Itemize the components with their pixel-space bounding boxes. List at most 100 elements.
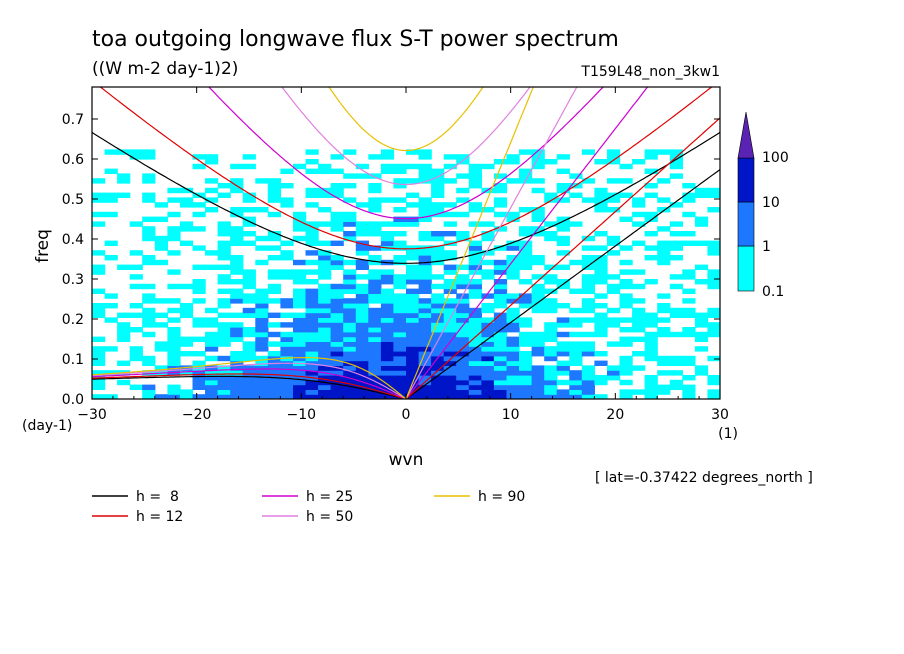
- power-cell: [355, 341, 369, 347]
- power-cell: [556, 221, 570, 227]
- power-cell: [481, 341, 495, 347]
- power-cell: [406, 322, 420, 328]
- power-cell: [242, 216, 256, 222]
- power-cell: [418, 341, 432, 347]
- power-cell: [519, 379, 533, 386]
- power-cell: [506, 216, 520, 222]
- power-cell: [581, 351, 595, 357]
- power-cell: [581, 384, 595, 390]
- power-cell: [468, 240, 482, 246]
- power-cell: [431, 336, 445, 342]
- power-cell: [343, 355, 357, 362]
- power-cell: [443, 298, 457, 304]
- power-cell: [330, 298, 344, 304]
- power-cell: [330, 327, 344, 333]
- power-cell: [393, 331, 407, 338]
- power-cell: [142, 216, 156, 222]
- power-cell: [129, 250, 143, 256]
- power-cell: [682, 384, 696, 390]
- power-cell: [368, 317, 382, 323]
- power-cell: [431, 255, 445, 261]
- power-cell: [368, 187, 382, 194]
- power-cell: [481, 250, 495, 256]
- power-cell: [406, 394, 420, 399]
- power-cell: [519, 341, 533, 347]
- power-cell: [581, 235, 595, 242]
- power-cell: [468, 168, 482, 174]
- power-cell: [179, 394, 194, 399]
- power-cell: [380, 221, 395, 227]
- power-cell: [594, 274, 608, 280]
- power-cell: [192, 317, 206, 323]
- power-cell: [406, 293, 420, 299]
- power-cell: [556, 394, 570, 399]
- power-cell: [217, 288, 231, 294]
- power-cell: [581, 379, 595, 386]
- power-cell: [205, 394, 219, 399]
- power-cell: [431, 293, 445, 299]
- power-cell: [393, 283, 407, 290]
- power-cell: [355, 336, 369, 342]
- power-cell: [456, 370, 470, 376]
- power-cell: [556, 183, 570, 189]
- power-cell: [418, 365, 432, 371]
- power-cell: [92, 346, 106, 352]
- power-cell: [142, 197, 156, 203]
- power-cell: [293, 389, 307, 395]
- colorbar-bin: [737, 157, 755, 203]
- power-cell: [318, 375, 332, 381]
- power-cell: [569, 360, 583, 366]
- power-cell: [217, 231, 231, 237]
- power-cell: [531, 216, 545, 222]
- power-cell: [619, 336, 633, 342]
- power-cell: [242, 327, 256, 333]
- power-cell: [179, 389, 194, 395]
- power-cell: [280, 379, 294, 386]
- power-cell: [443, 279, 457, 285]
- power-cell: [418, 370, 432, 376]
- power-cell: [607, 322, 621, 328]
- power-cell: [556, 341, 570, 347]
- power-cell: [468, 173, 482, 179]
- power-cell: [418, 207, 432, 213]
- power-cell: [443, 202, 457, 208]
- power-cell: [330, 216, 344, 222]
- power-cell: [456, 264, 470, 270]
- power-cell: [720, 221, 733, 226]
- power-cell: [380, 389, 395, 395]
- power-cell: [343, 303, 357, 309]
- power-cell: [92, 336, 106, 342]
- power-cell: [632, 351, 646, 357]
- power-cell: [682, 307, 696, 314]
- power-cell: [406, 307, 420, 314]
- power-cell: [481, 231, 495, 237]
- power-cell: [720, 265, 733, 270]
- power-cell: [644, 341, 658, 347]
- power-cell: [255, 389, 269, 395]
- power-cell: [431, 235, 445, 242]
- power-cell: [481, 389, 495, 395]
- power-cell: [506, 379, 520, 386]
- power-cell: [531, 389, 545, 395]
- power-cell: [393, 183, 407, 189]
- power-cell: [556, 303, 570, 309]
- power-cell: [594, 331, 608, 338]
- power-cell: [493, 346, 508, 352]
- power-cell: [280, 240, 294, 246]
- power-cell: [406, 346, 420, 352]
- power-cell: [142, 312, 156, 318]
- power-cell: [305, 355, 319, 362]
- power-cell: [167, 211, 181, 218]
- power-cell: [142, 355, 156, 362]
- power-cell: [406, 375, 420, 381]
- power-cell: [368, 274, 382, 280]
- power-cell: [707, 375, 720, 381]
- power-cell: [657, 255, 671, 261]
- power-cell: [368, 327, 382, 333]
- power-cell: [318, 312, 332, 318]
- power-cell: [644, 379, 658, 386]
- power-cell: [544, 298, 558, 304]
- power-cell: [506, 394, 520, 399]
- power-cell: [142, 317, 156, 323]
